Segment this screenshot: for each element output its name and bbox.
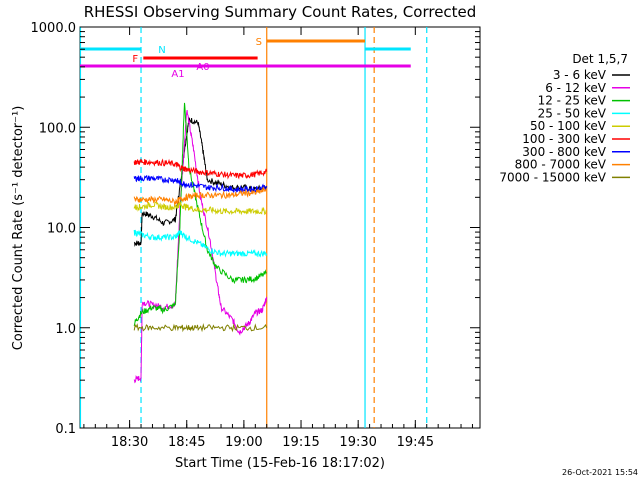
legend-label: 7000 - 15000 keV xyxy=(499,170,606,184)
x-tick-label: 19:45 xyxy=(397,435,434,450)
flag-label-s: S xyxy=(256,37,262,48)
flag-label-a0: A0 xyxy=(196,62,209,73)
legend-label: 800 - 7000 keV xyxy=(515,158,607,172)
x-tick-label: 18:30 xyxy=(111,435,148,450)
y-axis: 0.1 1.0 10.0 100.0 1000.0 xyxy=(31,21,480,437)
y-axis-label: Corrected Count Rate (s⁻¹ detector⁻¹) xyxy=(11,106,26,351)
legend-label: 50 - 100 keV xyxy=(530,119,607,133)
series-line xyxy=(133,158,268,180)
flag-bars: N S F A0 A1 xyxy=(80,37,411,80)
vertical-markers xyxy=(79,27,428,428)
flag-label-f: F xyxy=(132,54,138,65)
y-tick-label: 10.0 xyxy=(47,222,76,237)
y-tick-label: 1000.0 xyxy=(31,21,77,36)
legend-title: Det 1,5,7 xyxy=(572,52,628,66)
x-axis: 18:30 18:45 19:00 19:15 19:30 19:45 xyxy=(83,27,473,450)
series-line xyxy=(133,323,268,333)
chart-title: RHESSI Observing Summary Count Rates, Co… xyxy=(84,3,477,21)
x-tick-label: 19:00 xyxy=(225,435,262,450)
series-lines xyxy=(133,102,268,384)
x-axis-label: Start Time (15-Feb-16 18:17:02) xyxy=(175,456,385,471)
timestamp: 26-Oct-2021 15:54 xyxy=(562,468,638,477)
legend-label: 25 - 50 keV xyxy=(538,106,607,120)
plot-frame xyxy=(79,26,481,429)
y-tick-label: 100.0 xyxy=(39,121,76,136)
legend-label: 6 - 12 keV xyxy=(545,81,607,95)
y-tick-label: 0.1 xyxy=(55,422,76,437)
flag-label-n: N xyxy=(158,45,165,56)
series-line xyxy=(133,229,268,258)
x-tick-label: 18:45 xyxy=(168,435,205,450)
x-tick-label: 19:30 xyxy=(339,435,376,450)
legend-label: 3 - 6 keV xyxy=(553,68,607,82)
legend-label: 300 - 800 keV xyxy=(522,145,606,159)
y-tick-label: 1.0 xyxy=(55,322,76,337)
series-line xyxy=(133,110,267,384)
legend-label: 100 - 300 keV xyxy=(522,132,606,146)
flag-label-a1: A1 xyxy=(171,69,184,80)
legend-label: 12 - 25 keV xyxy=(538,94,607,108)
series-line xyxy=(133,186,267,207)
x-tick-label: 19:15 xyxy=(282,435,319,450)
series-line xyxy=(133,117,267,247)
series-line xyxy=(133,174,268,195)
series-line xyxy=(133,201,268,216)
